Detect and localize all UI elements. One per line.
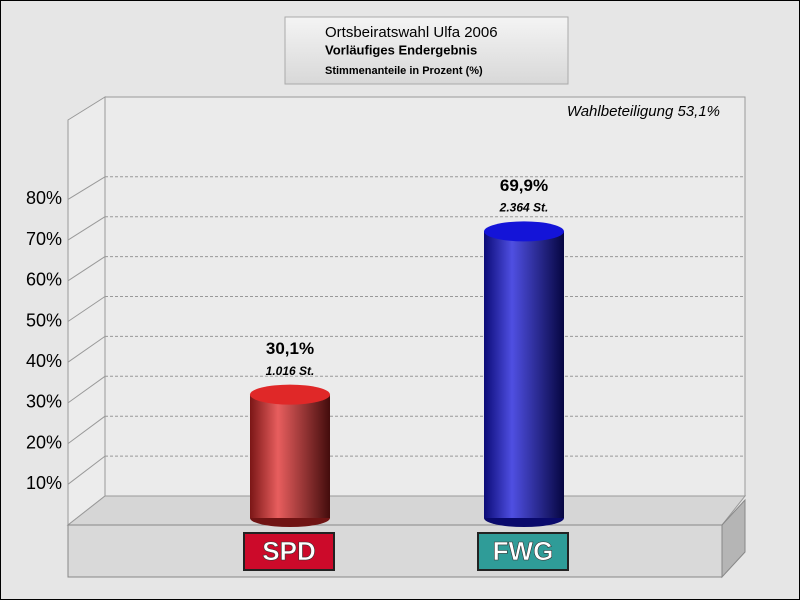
y-tick-label: 70% — [26, 229, 62, 249]
chart-title: Ortsbeiratswahl Ulfa 2006 — [325, 24, 498, 41]
grid-line-side — [67, 335, 106, 363]
y-tick-label: 60% — [26, 270, 62, 290]
y-tick-label: 50% — [26, 310, 62, 330]
x-tick-label: FWG — [493, 536, 554, 566]
x-tick-label: SPD — [262, 536, 315, 566]
bar — [484, 231, 564, 518]
grid-line-side — [67, 176, 106, 200]
value-label: 30,1% — [266, 339, 314, 358]
grid-line-side — [67, 455, 106, 485]
bar — [250, 394, 330, 518]
base-plate — [67, 524, 723, 578]
bar-cap — [250, 384, 330, 405]
votes-label: 2.364 St. — [499, 201, 549, 215]
unit-note: Stimmenanteile in Prozent (%) — [325, 65, 483, 77]
category-box — [477, 532, 569, 571]
votes-label: 1.016 St. — [266, 364, 315, 378]
annotation: Wahlbeteiligung 53,1% — [567, 103, 720, 120]
chart-subtitle: Vorläufiges Endergebnis — [325, 42, 477, 57]
bar-cap — [484, 221, 564, 242]
category-box — [243, 532, 335, 571]
floor — [66, 495, 747, 526]
grid-line-side — [67, 296, 106, 322]
grid-line-side — [67, 256, 106, 282]
title-box — [284, 16, 569, 85]
y-tick-label: 10% — [26, 473, 62, 493]
y-tick-label: 80% — [26, 188, 62, 208]
grid-line-side — [67, 415, 106, 445]
value-label: 69,9% — [500, 176, 548, 195]
grid-line-side — [67, 216, 106, 241]
y-tick-label: 40% — [26, 351, 62, 371]
grid-line-side — [67, 375, 106, 404]
base-side — [721, 498, 746, 579]
y-tick-label: 20% — [26, 432, 62, 452]
y-tick-label: 30% — [26, 392, 62, 412]
